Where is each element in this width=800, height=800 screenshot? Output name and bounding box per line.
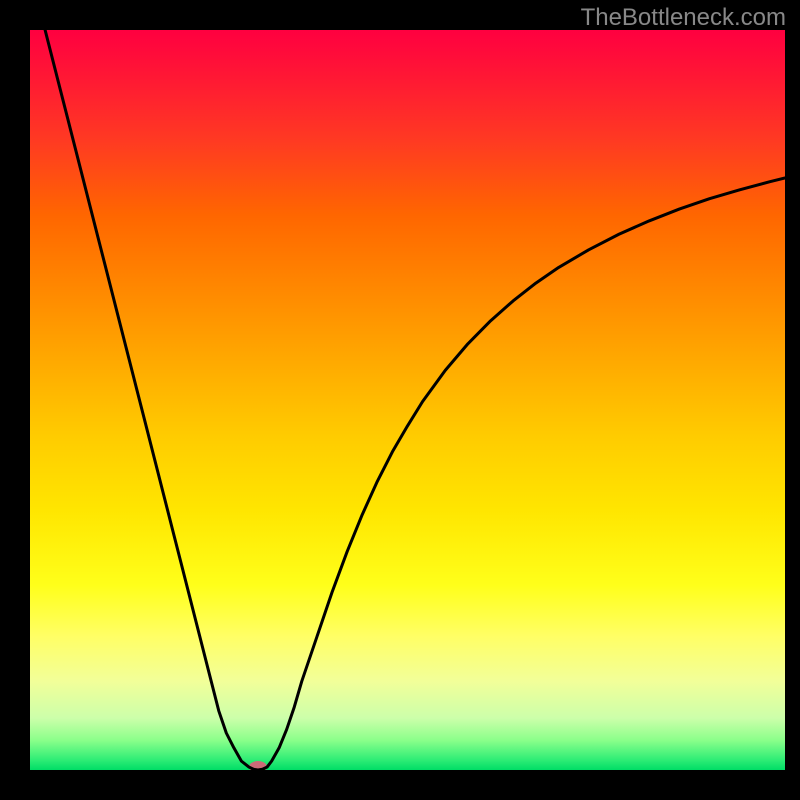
- plot-area: [30, 30, 785, 770]
- watermark-text: TheBottleneck.com: [581, 4, 786, 32]
- chart-container: TheBottleneck.com: [0, 0, 800, 800]
- frame-left: [0, 0, 30, 800]
- curve-line: [45, 30, 785, 770]
- frame-right: [785, 0, 800, 800]
- frame-bottom: [0, 770, 800, 800]
- bottleneck-curve: [30, 30, 785, 770]
